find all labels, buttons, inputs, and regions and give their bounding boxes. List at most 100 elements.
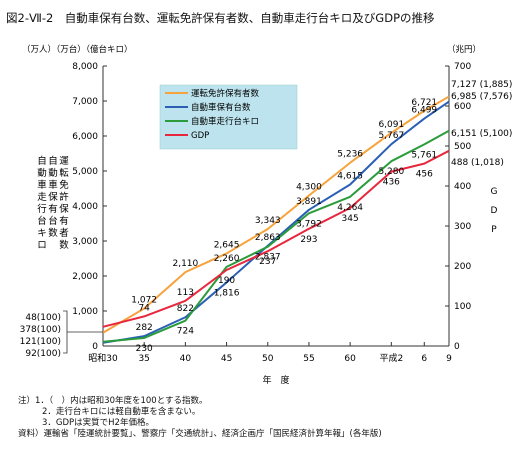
legend-label: GDP xyxy=(191,131,209,141)
legend-label: 自動車走行台キロ xyxy=(191,116,259,127)
legend-label: 自動車保有台数 xyxy=(191,102,251,113)
point-label: 230 xyxy=(136,344,153,354)
right-axis-label-char: D xyxy=(491,206,498,216)
left-tick-labels: 0 1,000 2,000 3,000 4,000 5,000 6,000 7,000 8,00… xyxy=(72,62,98,352)
left-axis-label-char: 免 xyxy=(59,179,69,191)
left-axis-label-char: 数 xyxy=(48,227,58,239)
left-axis-label-char: 自 xyxy=(37,155,47,167)
point-label: 237 xyxy=(259,257,276,267)
note-line: 3．GDPは実質でH2年価格。 xyxy=(42,418,154,428)
left-axis-label-char: 動 xyxy=(48,168,58,179)
left-tick-label: 5,000 xyxy=(72,167,98,177)
point-label: 6,499 xyxy=(411,106,437,116)
end-label: 488 (1,018) xyxy=(451,158,504,168)
point-label: 3,891 xyxy=(296,197,322,207)
start-label: 378(100) xyxy=(20,325,61,335)
end-label: 6,985 (7,576) xyxy=(451,92,512,102)
right-tick-label: 100 xyxy=(454,302,471,312)
left-tick-label: 3,000 xyxy=(72,237,98,247)
point-label: 4,300 xyxy=(296,183,322,193)
right-axis-label-char: G xyxy=(491,187,498,197)
left-tick-label: 6,000 xyxy=(72,132,98,142)
left-axis-label-char: 保 xyxy=(48,191,58,203)
x-tick-label: 60 xyxy=(344,354,356,364)
notes: 注）1．（ ）内は昭和30年度を100とする指数。 2．走行台キロには軽自動車を… xyxy=(18,396,382,440)
point-label: 6,091 xyxy=(378,120,404,130)
left-axis-label-char: 有 xyxy=(48,203,58,215)
point-label: 282 xyxy=(136,323,153,333)
right-axis-label: GDP xyxy=(491,187,498,235)
left-axis-label-char: 運 xyxy=(59,156,69,167)
left-axis-label-char: 車 xyxy=(37,179,47,191)
start-label: 92(100) xyxy=(25,349,61,359)
point-label: 74 xyxy=(138,303,150,313)
point-label: 822 xyxy=(177,304,194,314)
left-tick-label: 1,000 xyxy=(72,307,98,317)
left-axis-label-char: キ xyxy=(37,228,47,239)
axes xyxy=(102,65,450,347)
point-label: 190 xyxy=(218,276,235,286)
left-tick-label: 7,000 xyxy=(72,97,98,107)
left-axis-label-char: 数 xyxy=(59,239,69,251)
left-axis-label-char: 転 xyxy=(59,168,69,179)
right-tick-labels: 0 100 200 300 400 500 600 700 xyxy=(454,62,471,352)
left-axis-label-char: 走 xyxy=(37,192,47,203)
left-axis-label-char: 台 xyxy=(48,215,58,227)
series-line xyxy=(102,100,450,344)
point-label: 1,816 xyxy=(214,288,240,298)
point-label: 2,837 xyxy=(255,253,281,263)
point-labels: 1,072 2,110 2,645 3,343 4,300 5,236 6,091 6,721… xyxy=(131,98,437,354)
end-labels: 7,127 (1,885) 6,985 (7,576) 6,151 (5,100) 4… xyxy=(451,80,512,168)
x-tick-label: 40 xyxy=(180,354,192,364)
point-label: 456 xyxy=(416,170,433,180)
right-axis-label-char: P xyxy=(491,225,497,235)
x-tick-label: 6 xyxy=(421,354,427,364)
point-label: 113 xyxy=(177,288,194,298)
point-label: 5,236 xyxy=(337,150,363,160)
left-tick-label: 2,000 xyxy=(72,272,98,282)
point-label: 724 xyxy=(177,327,194,337)
right-tick-label: 200 xyxy=(454,262,471,272)
start-label: 48(100) xyxy=(25,313,61,323)
left-axis-label-char: 動 xyxy=(37,168,47,179)
end-label: 7,127 (1,885) xyxy=(451,80,512,90)
point-label: 3,343 xyxy=(255,216,281,226)
left-unit-label: （万人）（万台）（億台キロ） xyxy=(22,44,133,55)
start-labels: 48(100) 378(100) 121(100) 92(100) xyxy=(20,310,103,359)
x-tick-label: 50 xyxy=(262,354,274,364)
point-label: 4,615 xyxy=(337,171,363,181)
right-tick-label: 700 xyxy=(454,62,471,72)
legend-label: 運転免許保有者数 xyxy=(191,88,260,99)
x-tick-label: 昭和30 xyxy=(88,353,118,364)
legend-box xyxy=(159,84,298,150)
right-tick-label: 500 xyxy=(454,142,471,152)
point-label: 293 xyxy=(300,235,317,245)
note-line: 注）1．（ ）内は昭和30年度を100とする指数。 xyxy=(18,396,208,406)
point-label: 2,645 xyxy=(214,240,240,250)
left-tick-label: 4,000 xyxy=(72,202,98,212)
series-line xyxy=(102,95,450,334)
start-bracket xyxy=(63,310,68,354)
figure-title: 図2-Ⅶ-2 自動車保有台数、運転免許保有者数、自動車走行台キロ及びGDPの推移 xyxy=(6,11,435,25)
left-axis-label-char: 自 xyxy=(48,155,58,167)
point-label: 345 xyxy=(342,214,359,224)
point-label: 1,072 xyxy=(131,295,157,305)
point-label: 6,721 xyxy=(411,98,437,108)
point-label: 436 xyxy=(383,178,400,188)
left-axis-label-char: ロ xyxy=(37,240,47,251)
left-axis-label-char: 行 xyxy=(37,203,47,215)
x-tick-label: 35 xyxy=(138,354,149,364)
left-tick-label: 8,000 xyxy=(72,62,98,72)
x-axis-label: 年 度 xyxy=(262,374,289,386)
point-label: 5,761 xyxy=(411,150,437,160)
series-lines xyxy=(102,95,450,344)
start-label: 121(100) xyxy=(20,337,61,347)
left-tick-label: 0 xyxy=(92,342,98,352)
right-tick-label: 0 xyxy=(454,342,460,352)
series-line xyxy=(102,149,450,328)
point-label: 5,280 xyxy=(378,167,404,177)
left-axis-label-char: 有 xyxy=(59,215,69,227)
point-label: 2,110 xyxy=(172,259,198,269)
source-line: 資料）運輸省「陸運統計要覧」、警察庁「交通統計」、経済企画庁「国民経済計算年報」… xyxy=(18,429,382,439)
